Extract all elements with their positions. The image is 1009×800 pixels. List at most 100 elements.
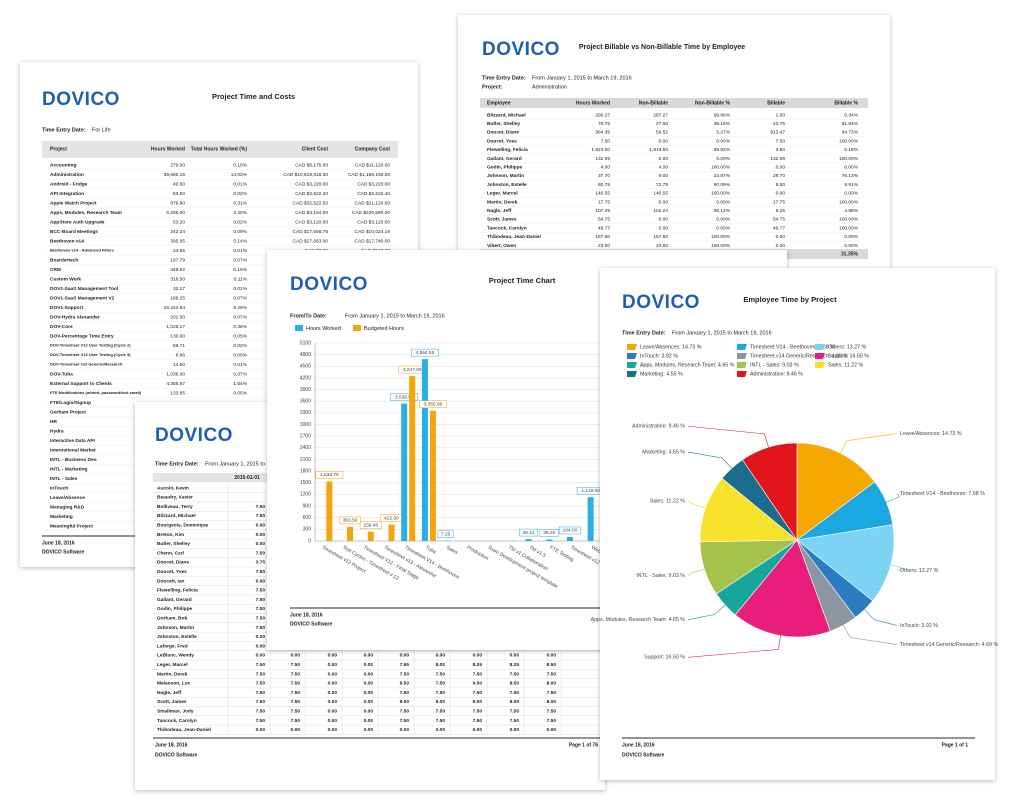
date-label: Time Entry Date: [42,127,86,133]
table-cell: 0.07% [233,257,247,263]
value-label-box [359,521,382,529]
value-label: 39.25 [543,530,555,536]
table-cell: 32.17 [173,286,185,292]
value-label: 4,684.55 [416,350,435,356]
y-tick-label: 4200 [300,375,311,381]
table-cell: 9.50 [473,681,483,687]
bar [525,539,532,541]
callout-line [840,433,898,454]
table-cell: Accounting [50,162,76,168]
column-header: Employee [487,100,511,106]
table-cell: Beethoven v14 [50,238,84,244]
table-cell: 7.50 [256,597,266,603]
value-label: 7.25 [441,531,451,537]
table-cell: Martin, Derek [487,199,518,205]
pie-slice [796,524,895,602]
table-cell: 7.50 [436,708,446,714]
callout-line [843,625,898,645]
report-title: Project Billable vs Non-Billable Time by… [579,44,745,51]
table-cell: 7.50 [547,708,557,714]
project-value: Administration [532,84,567,90]
legend-label: Administration: 9.46 % [750,371,803,377]
y-tick-label: 900 [303,503,312,509]
legend-label: Support: 16.50 % [828,353,869,359]
table-cell: 8.50 [547,662,557,668]
employee-name: Godin, Philippe [157,606,193,612]
value-label-box [539,529,559,537]
bar [347,526,354,541]
table-cell: 7.50 [256,681,266,687]
table-cell: 3.50 [776,147,786,153]
table-cell: 0.00 [776,243,786,249]
table-cell: INTL - Business Dev. [50,457,97,463]
table-cell: 0.36% [233,324,247,330]
table-cell: 7.50 [291,690,301,696]
table-cell: 9.91% [844,182,858,188]
table-cell: 8.00 [547,699,557,705]
table-cell: 0.00 [328,653,338,659]
value-label-box [419,400,447,408]
value-label-box [437,530,454,538]
table-cell: 14.50 [173,362,185,368]
table-cell: Doucet, Yves [487,138,517,144]
y-tick-label: 2700 [300,434,311,440]
table-cell: 0.09% [233,229,247,235]
employee-name: Johnson, Martin [157,625,194,631]
table-cell: 7.50 [256,615,266,621]
table-cell: InTouch [50,485,68,491]
table-cell: 913.47 [770,130,785,136]
table-cell: Gallant, Gerard [487,156,522,162]
table-cell: HR [50,419,57,425]
table-cell: 133.85 [170,390,185,396]
column-header: Hours Worked [151,146,185,152]
table-cell: Marketing [50,514,73,520]
legend-swatch [737,362,747,368]
table-cell: 17.75 [598,199,610,205]
table-cell: 197.79 [170,257,185,263]
y-tick-label: 3900 [300,387,311,393]
table-cell: 7.50 [291,699,301,705]
table-cell: 7.50 [291,662,301,668]
table-cell: External Support to Clients [50,381,112,387]
table-cell: 0.00 [510,727,520,733]
table-cell: 0.37% [233,371,247,377]
table-cell: 0.00% [716,217,730,223]
table-cell: 130.00 [170,333,185,339]
table-cell: 38.16% [714,121,731,127]
table-cell: 0.00 [364,718,374,724]
footer-company: DOVICO Software [290,621,332,627]
table-cell: 0.11% [234,276,248,282]
table-cell: 9.50 [400,681,410,687]
table-cell: 0.00 [291,727,301,733]
table-cell: 964.39 [595,130,610,136]
table-cell: 7.50 [256,504,266,510]
table-cell: 0.00 [256,727,266,733]
table-cell: Meaningful Project [50,523,93,529]
y-tick-label: 5100 [300,340,311,346]
value-label: 1,128.00 [581,488,600,494]
y-tick-label: 3600 [300,399,311,405]
x-tick-label: Tuba [424,545,437,556]
project-label: Project: [482,84,503,90]
table-cell: 132.69 [770,156,785,162]
table-cell: Custom Work [50,276,81,282]
bar [409,376,416,541]
table-cell: Boardertech [50,257,78,263]
table-cell: 0.00% [716,199,730,205]
legend-label: Marketing: 4.55 % [640,371,683,377]
table-cell: 0.31% [233,200,247,206]
logo: DOVICO [155,425,233,446]
table-cell: 0.01% [233,286,247,292]
table-cell: 5.25 [776,208,786,214]
table-cell: 0.00% [844,234,858,240]
slice-label: Leave/Absences: 14.73 % [900,431,962,437]
table-cell: 879.80 [170,200,185,206]
bar [401,403,408,541]
column-header: Hours Worked [576,100,610,106]
y-tick-label: 300 [303,527,312,533]
table-cell: 1.54% [233,381,247,387]
employee-name: Blizzard, Michael [157,513,196,519]
y-tick-label: 600 [303,515,312,521]
